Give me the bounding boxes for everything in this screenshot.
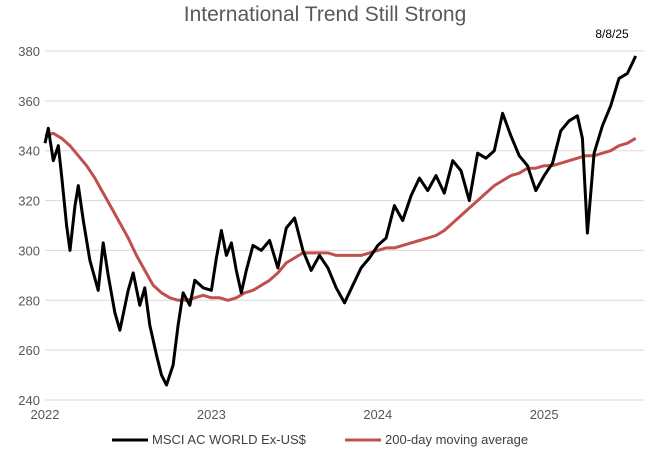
- y-tick-label: 380: [18, 44, 40, 59]
- chart-title: International Trend Still Strong: [184, 3, 467, 26]
- gridlines: [45, 50, 644, 401]
- y-tick-label: 340: [18, 144, 40, 159]
- y-tick-label: 260: [18, 343, 40, 358]
- x-tick-label: 2022: [31, 407, 60, 422]
- series-line-moving-average: [44, 131, 637, 302]
- date-label: 8/8/25: [595, 27, 629, 41]
- y-tick-label: 360: [18, 94, 40, 109]
- x-axis: 2022 2023 2024 2025: [31, 407, 559, 422]
- y-tick-label: 280: [18, 293, 40, 308]
- x-tick-label: 2023: [197, 407, 226, 422]
- legend-label-moving-average: 200-day moving average: [385, 432, 528, 447]
- y-tick-label: 300: [18, 243, 40, 258]
- y-axis: 240 260 280 300 320 340 360 380: [18, 44, 40, 408]
- x-tick-label: 2025: [530, 407, 559, 422]
- legend-label-msci: MSCI AC WORLD Ex-US$: [152, 432, 307, 447]
- series-line-msci: [43, 55, 638, 387]
- y-tick-label: 240: [18, 393, 40, 408]
- y-tick-label: 320: [18, 194, 40, 209]
- legend: MSCI AC WORLD Ex-US$ 200-day moving aver…: [112, 432, 528, 447]
- x-tick-label: 2024: [363, 407, 392, 422]
